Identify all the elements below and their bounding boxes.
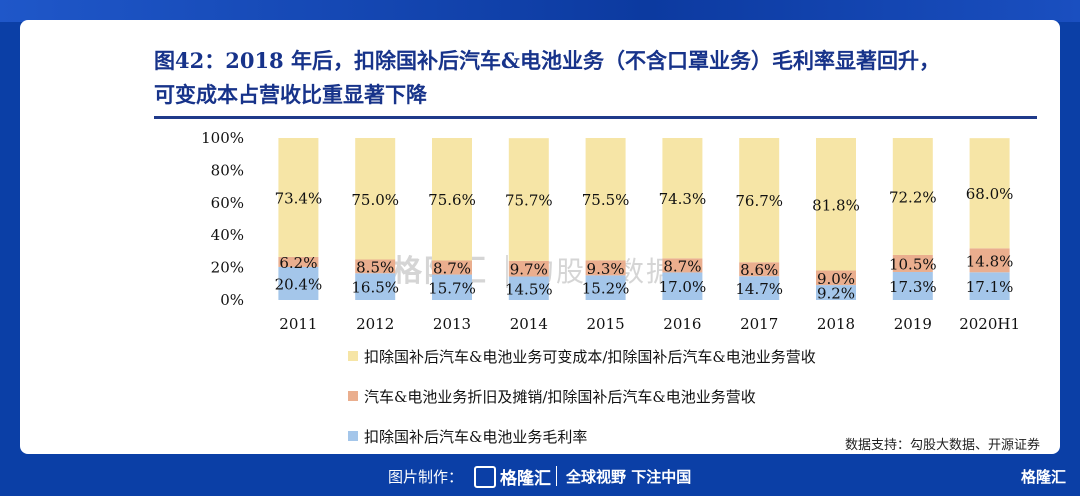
legend-label: 扣除国补后汽车&电池业务可变成本/扣除国补后汽车&电池业务营收	[364, 348, 816, 366]
logo-icon	[474, 466, 496, 488]
bar-segment	[662, 258, 703, 273]
x-tick-label: 2020H1	[959, 315, 1020, 333]
data-label: 16.5%	[351, 279, 399, 297]
legend-label: 汽车&电池业务折旧及摊销/扣除国补后汽车&电池业务营收	[364, 388, 756, 406]
data-label: 74.3%	[659, 190, 707, 208]
y-tick-label: 60%	[211, 194, 244, 212]
data-label: 72.2%	[889, 188, 937, 206]
bar-segment	[432, 138, 472, 261]
figure-title: 图42：2018 年后，扣除国补后汽车&电池业务（不含口罩业务）毛利率显著回升，…	[154, 44, 1034, 112]
data-label: 14.7%	[735, 280, 783, 298]
data-label: 9.7%	[510, 261, 548, 279]
title-underline	[154, 116, 1037, 119]
x-tick-label: 2017	[740, 315, 778, 333]
top-frame-bar	[0, 0, 1080, 22]
y-tick-label: 80%	[211, 161, 244, 179]
bar-segment	[816, 285, 856, 300]
chart-card: 图42：2018 年后，扣除国补后汽车&电池业务（不含口罩业务）毛利率显著回升，…	[20, 20, 1060, 454]
bar-segment	[662, 272, 703, 300]
data-label: 17.1%	[966, 278, 1014, 296]
data-label: 75.7%	[505, 191, 553, 209]
data-label: 17.3%	[889, 278, 937, 296]
bar-segment	[278, 266, 319, 300]
data-label: 8.7%	[663, 257, 701, 275]
figure-title-line-2: 可变成本占营收比重显著下降	[154, 82, 427, 107]
bar-segment	[816, 270, 856, 286]
y-tick-label: 100%	[201, 129, 244, 147]
footer-made-by: 图片制作：	[388, 468, 464, 486]
bar-segment	[585, 138, 626, 261]
footer-divider	[556, 466, 557, 486]
data-label: 14.8%	[966, 252, 1014, 270]
legend-swatch	[348, 391, 358, 401]
x-tick-label: 2018	[817, 315, 855, 333]
bar-segment	[432, 274, 472, 300]
footer-bar: 图片制作： 格隆汇 全球视野 下注中国 格隆汇	[0, 456, 1080, 496]
y-tick-label: 0%	[220, 291, 244, 309]
legend-swatch	[348, 431, 358, 441]
data-label: 75.0%	[351, 191, 399, 209]
data-label: 9.3%	[587, 260, 625, 278]
bar-segment	[432, 260, 472, 275]
data-label: 15.2%	[582, 280, 630, 298]
bar-segment	[508, 138, 549, 261]
bar-segment	[739, 262, 780, 277]
data-label: 75.6%	[428, 191, 476, 209]
footer-logo-text: 格隆汇	[500, 469, 551, 489]
data-label: 9.0%	[817, 270, 855, 288]
bar-segment	[816, 138, 856, 271]
bar-segment	[355, 273, 396, 300]
x-tick-label: 2015	[587, 315, 625, 333]
footer-slogan: 全球视野 下注中国	[566, 468, 692, 486]
footer-corner-logo: 格隆汇	[1020, 468, 1066, 486]
data-label: 8.5%	[356, 258, 394, 276]
data-label: 81.8%	[812, 196, 860, 214]
y-tick-label: 20%	[211, 259, 244, 277]
data-label: 73.4%	[275, 189, 323, 207]
bar-segment	[355, 138, 396, 260]
bar-segment	[892, 138, 933, 255]
data-label: 14.5%	[505, 280, 553, 298]
x-tick-label: 2016	[663, 315, 701, 333]
data-source: 数据支持：勾股大数据、开源证券	[844, 438, 1040, 453]
bar-segment	[278, 256, 319, 267]
bar-segment	[969, 248, 1010, 273]
data-label: 15.7%	[428, 279, 476, 297]
bar-segment	[892, 254, 933, 272]
bar-segment	[969, 138, 1010, 249]
x-tick-label: 2012	[356, 315, 394, 333]
data-label: 9.2%	[817, 285, 855, 303]
x-tick-label: 2011	[279, 315, 317, 333]
bar-segment	[585, 260, 626, 276]
x-tick-label: 2014	[510, 315, 548, 333]
bar-segment	[662, 138, 703, 259]
figure-title-line-1: 图42：2018 年后，扣除国补后汽车&电池业务（不含口罩业务）毛利率显著回升，	[154, 48, 940, 73]
data-label: 8.6%	[740, 261, 778, 279]
bar-segment	[508, 276, 549, 300]
legend-label: 扣除国补后汽车&电池业务毛利率	[364, 428, 588, 446]
legend-swatch	[348, 351, 358, 361]
data-label: 76.7%	[735, 192, 783, 210]
data-label: 6.2%	[279, 254, 317, 272]
data-label: 20.4%	[275, 275, 323, 293]
stacked-bar-chart: 0% 20% 40% 60% 80% 100% 20.4% 6.2% 73.4% 2011 16.5…	[201, 129, 1020, 333]
data-label: 17.0%	[659, 278, 707, 296]
bar-segment	[278, 138, 319, 257]
bar-segment	[969, 272, 1010, 300]
footer-logo: 格隆汇	[474, 464, 551, 489]
bar-segment	[355, 259, 396, 274]
bar-segment	[892, 271, 933, 300]
data-label: 68.0%	[966, 185, 1014, 203]
x-tick-label: 2019	[894, 315, 932, 333]
data-label: 10.5%	[889, 255, 937, 273]
bar-segment	[508, 260, 549, 277]
x-tick-label: 2013	[433, 315, 471, 333]
bar-segment	[739, 276, 780, 300]
bar-segment	[585, 275, 626, 300]
data-label: 8.7%	[433, 260, 471, 278]
data-label: 75.5%	[582, 191, 630, 209]
y-tick-label: 40%	[211, 226, 244, 244]
bar-segment	[739, 138, 780, 263]
